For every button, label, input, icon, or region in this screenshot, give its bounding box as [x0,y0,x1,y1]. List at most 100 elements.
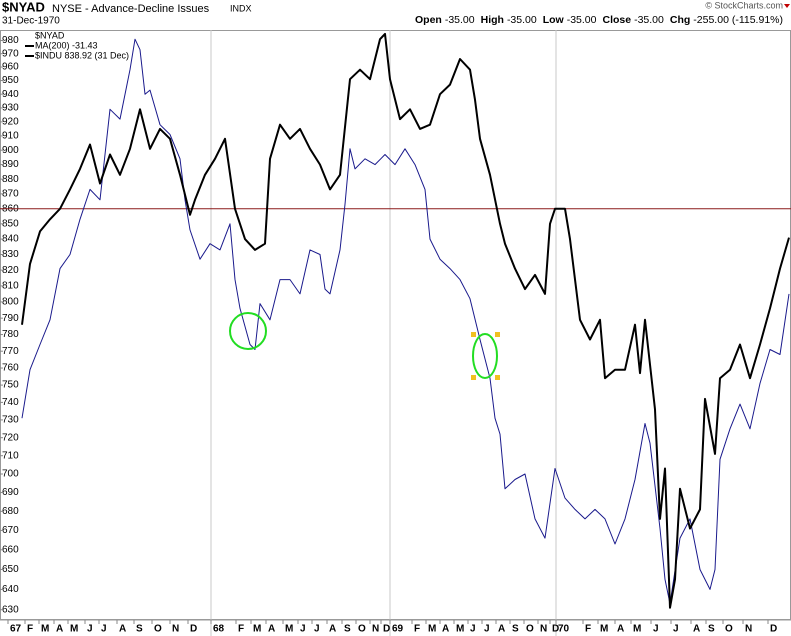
x-tick-label: D [190,624,197,635]
y-tick-label: 720 [2,432,19,443]
y-tick-label: 730 [2,415,19,426]
x-tick-label: D [552,624,559,635]
quote-value: -35.00 [445,14,475,26]
x-tick-label: 68 [213,624,225,635]
x-tick-label: J [87,624,93,635]
handle [495,375,500,380]
y-tick-label: 890 [2,159,19,170]
y-tick-label: 930 [2,103,19,114]
y-tick-label: 650 [2,564,19,575]
y-tick-label: 750 [2,380,19,391]
x-tick-label: M [70,624,78,635]
x-tick-label: F [414,624,420,635]
x-tick-label: J [470,624,476,635]
x-tick-label: M [633,624,641,635]
y-tick-label: 830 [2,249,19,260]
y-tick-label: 820 [2,265,19,276]
y-tick-label: 940 [2,89,19,100]
x-tick-label: N [372,624,379,635]
x-tick-label: 67 [10,624,22,635]
y-tick-label: 710 [2,450,19,461]
y-tick-label: 760 [2,363,19,374]
x-tick-label: N [745,624,752,635]
y-tick-label: 700 [2,469,19,480]
x-tick-label: D [383,624,390,635]
x-tick-label: A [268,624,275,635]
annotation-ellipse [472,333,498,379]
x-tick-label: 70 [558,624,570,635]
x-tick-label: J [484,624,490,635]
y-tick-label: 800 [2,297,19,308]
x-tick-label: M [456,624,464,635]
x-tick-label: N [540,624,547,635]
y-tick-label: 680 [2,506,19,517]
y-tick-label: 840 [2,234,19,245]
y-tick-label: 880 [2,174,19,185]
y-tick-label: 740 [2,397,19,408]
x-tick-label: A [56,624,63,635]
y-tick-label: 920 [2,117,19,128]
x-tick-label: A [119,624,126,635]
x-tick-label: F [27,624,33,635]
menu-arrow [784,4,790,8]
handle [495,332,500,337]
x-tick-label: S [708,624,715,635]
x-tick-label: J [673,624,679,635]
y-tick-label: 660 [2,544,19,555]
y-tick-label: 690 [2,487,19,498]
quote-value: -255.00 (-115.91%) [693,14,783,26]
y-tick-label: 870 [2,189,19,200]
copyright: © StockCharts.com [705,0,783,10]
x-tick-label: M [285,624,293,635]
header: $NYAD NYSE - Advance-Decline Issues INDX… [2,0,790,27]
quote-label: High [481,14,504,26]
x-tick-label: N [172,624,179,635]
x-tick-label: S [344,624,351,635]
x-tick-label: F [585,624,591,635]
y-tick-label: 640 [2,584,19,595]
x-tick-label: S [512,624,519,635]
annotation-circle [229,312,267,350]
y-tick-label: 950 [2,75,19,86]
quote-label: Open [415,14,442,26]
quote: Open -35.00 High -35.00 Low -35.00 Close -35.00… [415,14,783,26]
series-line [21,32,790,609]
x-tick-label: O [358,624,366,635]
symbol: $NYAD [2,0,45,14]
legend-entry: $INDU 838.92 (31 Dec) [35,50,129,60]
y-tick-label: 960 [2,62,19,73]
y-tick-label: 630 [2,604,19,615]
y-tick-label: 900 [2,145,19,156]
y-tick-label: 850 [2,218,19,229]
exchange: INDX [230,3,252,13]
date: 31-Dec-1970 [2,16,60,27]
y-tick-label: 790 [2,313,19,324]
legend-entry: MA(200) -31.43 [35,40,98,50]
quote-label: Close [603,14,632,26]
x-tick-label: A [498,624,505,635]
handle [471,332,476,337]
x-tick-label: A [693,624,700,635]
annotations [229,312,500,380]
x-tick-label: A [617,624,624,635]
x-tick-label: D [770,624,777,635]
y-tick-label: 810 [2,281,19,292]
y-tick-label: 910 [2,131,19,142]
quote-value: -35.00 [507,14,537,26]
x-tick-label: 69 [392,624,404,635]
x-tick-label: J [300,624,306,635]
y-tick-label: 670 [2,525,19,536]
y-tick-label: 780 [2,329,19,340]
quote-value: -35.00 [567,14,597,26]
x-tick-label: A [442,624,449,635]
x-tick-label: M [600,624,608,635]
quote-label: Low [543,14,565,26]
x-tick-label: S [136,624,143,635]
description: NYSE - Advance-Decline Issues [52,3,210,15]
quote-label: Chg [670,14,690,26]
x-tick-label: O [526,624,534,635]
x-tick-label: M [428,624,436,635]
x-tick-label: A [329,624,336,635]
